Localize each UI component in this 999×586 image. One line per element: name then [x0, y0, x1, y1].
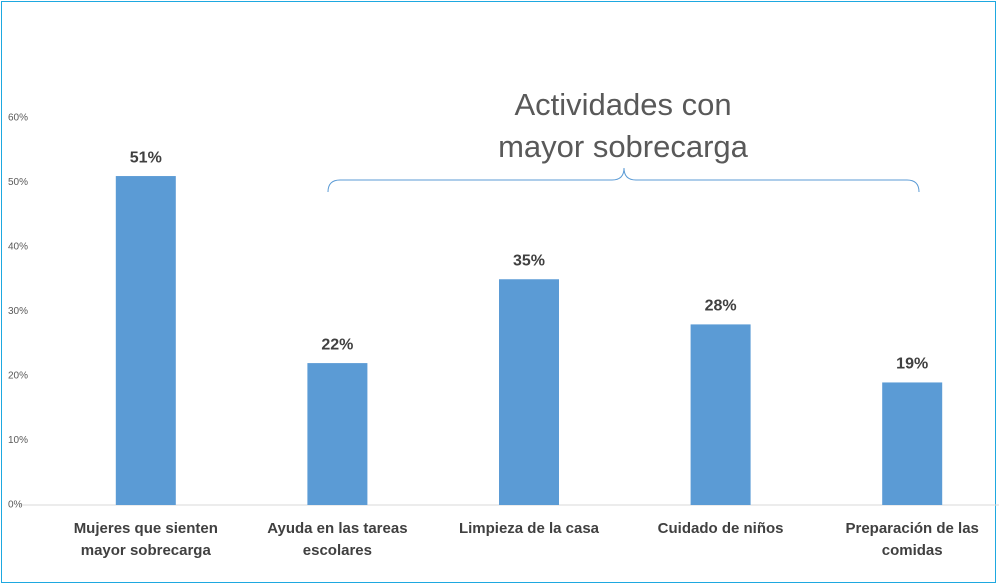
bar: [115, 176, 176, 506]
x-tick-label: Mujeres que sienten mayor sobrecarga: [73, 520, 218, 559]
value-label: 22%: [321, 336, 353, 353]
value-label: 35%: [513, 252, 545, 269]
annotation: Actividades con mayor sobrecarga: [498, 87, 748, 164]
y-tick-label: 10%: [8, 435, 28, 446]
y-tick-label: 0%: [8, 500, 23, 511]
value-label: 28%: [705, 298, 737, 315]
x-tick-label: Preparación de las comidas: [845, 520, 979, 559]
y-tick-label: 50%: [8, 177, 28, 188]
x-tick-label: Limpieza de la casa: [458, 520, 600, 537]
bar: [499, 279, 559, 505]
value-label: 19%: [896, 356, 928, 373]
y-tick-label: 20%: [8, 371, 28, 382]
y-tick-label: 40%: [8, 242, 28, 253]
brace: [327, 167, 920, 193]
x-tick-label: Cuidado de niños: [657, 520, 784, 537]
value-label: 51%: [130, 149, 162, 166]
bar: [690, 324, 751, 505]
bar: [882, 382, 943, 505]
bar: [307, 363, 368, 505]
y-tick-label: 60%: [8, 113, 28, 124]
y-tick-label: 30%: [8, 306, 28, 317]
x-tick-label: Ayuda en las tareas escolares: [267, 520, 408, 559]
